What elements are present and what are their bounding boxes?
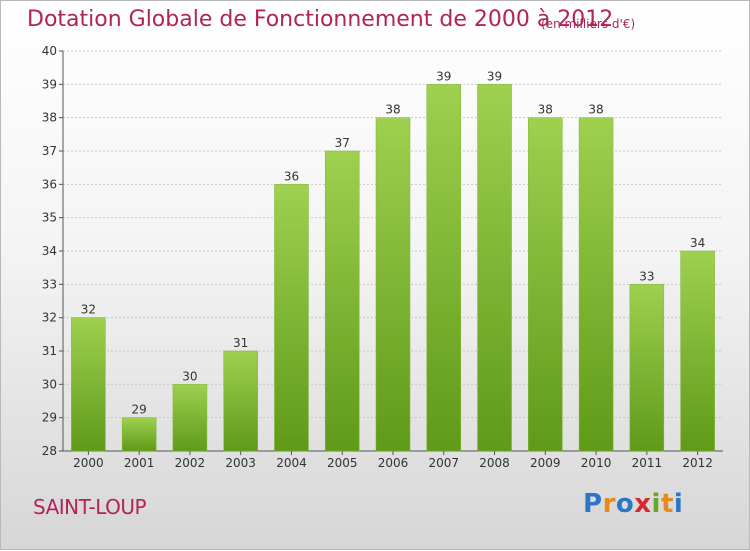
bar-2002 [172, 384, 208, 452]
y-tick-label: 40 [42, 44, 57, 58]
bar-value-label: 34 [690, 236, 705, 250]
x-tick-label: 2009 [530, 456, 561, 470]
bar-value-label: 32 [81, 303, 96, 317]
x-tick-label: 2004 [276, 456, 307, 470]
bar-value-label: 31 [233, 336, 248, 350]
y-tick-label: 38 [42, 111, 57, 125]
logo-letter: x [634, 489, 652, 519]
x-tick-label: 2007 [428, 456, 459, 470]
x-tick-label: 2011 [632, 456, 663, 470]
bar-value-label: 39 [436, 69, 451, 83]
logo-letter: t [660, 489, 674, 519]
bar-2001 [121, 417, 157, 452]
y-tick-label: 33 [42, 277, 57, 291]
x-tick-label: 2010 [581, 456, 612, 470]
y-tick-label: 35 [42, 211, 57, 225]
bar-value-label: 36 [284, 169, 299, 183]
logo-letter: o [615, 489, 635, 519]
x-tick-label: 2000 [73, 456, 104, 470]
bar-2004 [274, 184, 309, 452]
x-tick-label: 2005 [327, 456, 358, 470]
x-tick-label: 2008 [479, 456, 510, 470]
bar-2005 [324, 150, 360, 452]
y-tick-label: 32 [42, 311, 57, 325]
chart-subtitle: (en milliers d'€) [541, 17, 636, 31]
y-tick-label: 30 [42, 377, 57, 391]
x-tick-label: 2006 [378, 456, 409, 470]
bar-value-label: 38 [538, 103, 553, 117]
logo-letter: i [651, 489, 661, 519]
bar-layer [71, 84, 715, 452]
bar-2007 [426, 84, 462, 452]
x-tick-label: 2002 [175, 456, 206, 470]
y-tick-label: 28 [42, 444, 57, 458]
bar-2006 [375, 117, 411, 452]
y-tick-label: 34 [42, 244, 57, 258]
bar-value-label: 39 [487, 69, 502, 83]
chart-title: Dotation Globale de Fonctionnement de 20… [27, 7, 614, 32]
y-tick-label: 31 [42, 344, 57, 358]
x-tick-label: 2012 [682, 456, 713, 470]
x-tick-label: 2003 [225, 456, 256, 470]
label-layer: 32 29 30 31 36 37 38 39 39 38 38 33 34 [81, 69, 706, 416]
proxiti-logo[interactable]: Proxiti [583, 489, 683, 519]
bar-2003 [223, 350, 258, 452]
logo-letter: i [673, 489, 684, 519]
bar-2008 [477, 84, 512, 452]
bar-2009 [528, 117, 563, 452]
bar-value-label: 33 [639, 269, 654, 283]
y-tick-label: 36 [42, 177, 57, 191]
bar-value-label: 29 [132, 403, 147, 417]
logo-letter: r [602, 489, 616, 519]
y-tick-label: 37 [42, 144, 57, 158]
bar-2000 [71, 317, 106, 452]
y-tick-label: 39 [42, 77, 57, 91]
x-tick-label: 2001 [124, 456, 155, 470]
place-name: SAINT-LOUP [33, 495, 147, 519]
bar-2012 [680, 250, 715, 452]
bar-2010 [578, 117, 614, 452]
bar-value-label: 38 [385, 103, 400, 117]
bar-value-label: 37 [335, 136, 350, 150]
bar-value-label: 30 [182, 369, 197, 383]
logo-letter: P [583, 489, 603, 519]
y-tick-label: 29 [42, 411, 57, 425]
bar-value-label: 38 [588, 103, 603, 117]
bar-2011 [629, 284, 665, 452]
